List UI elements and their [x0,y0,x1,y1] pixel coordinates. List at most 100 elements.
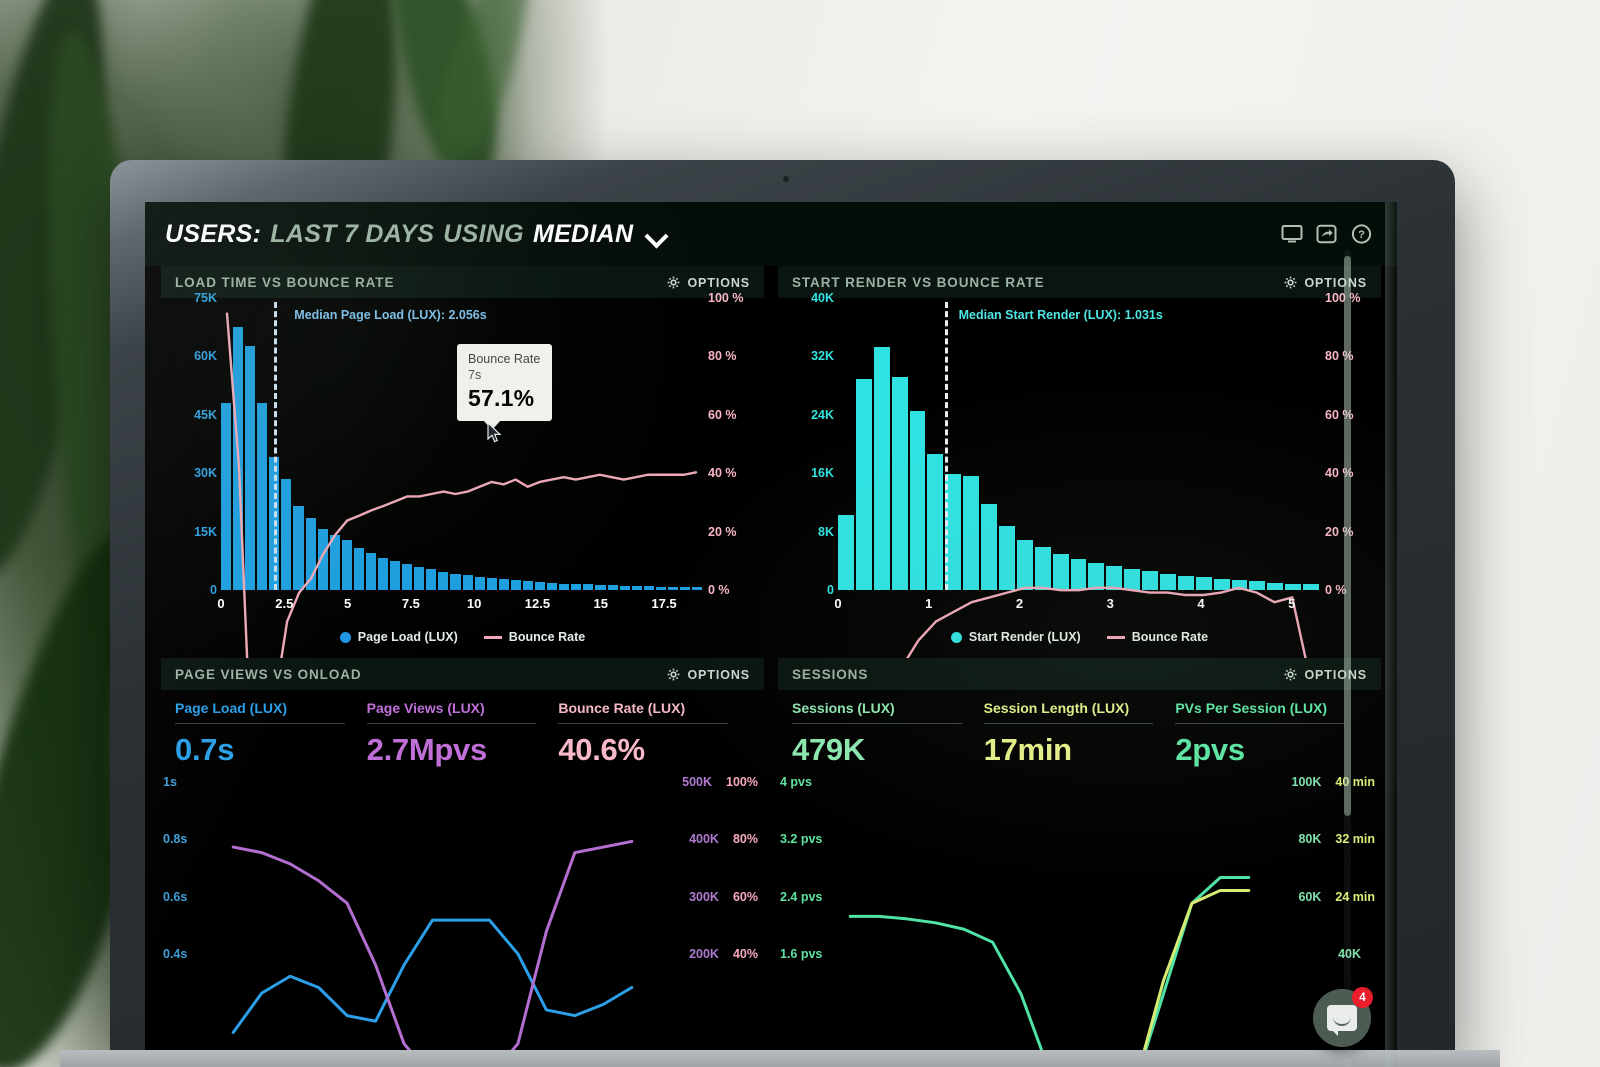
bar[interactable] [1249,581,1266,590]
bar[interactable] [378,557,389,590]
scrollbar[interactable] [1344,250,1351,1067]
bar[interactable] [999,525,1015,590]
title-prefix: USERS: [165,219,262,248]
bar[interactable] [927,454,944,590]
bar[interactable] [1303,584,1320,590]
bar[interactable] [293,506,304,590]
bar[interactable] [1124,568,1141,590]
legend-item[interactable]: Bounce Rate [1106,630,1208,644]
bar[interactable] [667,586,678,590]
share-icon[interactable] [1316,224,1338,244]
bar[interactable] [909,411,926,590]
options-button[interactable]: OPTIONS [1284,276,1367,290]
bar[interactable] [341,540,352,590]
bar[interactable] [619,585,630,590]
bar[interactable] [595,585,606,590]
bar[interactable] [855,379,872,590]
bar[interactable] [1267,582,1284,590]
bar[interactable] [486,578,497,590]
bar[interactable] [1285,583,1302,590]
kpi-card[interactable]: Sessions (LUX) 479K [792,700,984,768]
line-series-group [836,774,1263,1067]
page-title[interactable]: USERS: LAST 7 DAYS USING MEDIAN [165,220,666,249]
legend-item[interactable]: Bounce Rate [483,630,586,644]
bar[interactable] [257,403,268,590]
bar[interactable] [414,567,425,590]
bar[interactable] [583,584,594,590]
bar[interactable] [963,475,980,590]
bar[interactable] [1195,577,1212,590]
bar[interactable] [945,474,962,590]
chart-area: 0 15K 30K 45K 60K 75K 0 % 20 % 40 % 60 % 80 % 100 … [161,291,764,628]
bar[interactable] [522,581,534,590]
bar[interactable] [1213,578,1230,590]
kpi-card[interactable]: Session Length (LUX) 17min [983,700,1176,768]
bar[interactable] [462,575,473,590]
chevron-down-icon[interactable] [646,225,666,245]
kpi-value: 2.7Mpvs [366,732,488,767]
bar[interactable] [981,504,998,590]
bar[interactable] [365,552,377,590]
bar[interactable] [305,517,316,590]
bar[interactable] [547,582,558,590]
bar[interactable] [1106,566,1123,590]
bar[interactable] [535,582,546,590]
bar[interactable] [474,576,485,590]
bar[interactable] [1052,554,1069,590]
bar[interactable] [1070,559,1087,590]
bar[interactable] [498,579,509,590]
bar[interactable] [510,580,521,590]
bar[interactable] [838,514,854,590]
bar[interactable] [438,571,449,590]
bar[interactable] [281,479,292,590]
kpi-card[interactable]: Page Views (LUX) 2.7Mpvs [366,700,559,768]
bar[interactable] [1016,539,1033,590]
kpi-card[interactable]: Page Load (LUX) 0.7s [175,700,367,768]
kpi-card[interactable]: Bounce Rate (LUX) 40.6% [558,700,750,768]
legend-label: Bounce Rate [508,630,586,644]
plot-region [219,774,646,994]
bar[interactable] [1142,571,1159,590]
bar[interactable] [450,573,461,590]
bar[interactable] [873,346,890,590]
bar[interactable] [317,529,328,590]
bar[interactable] [891,376,908,590]
scrollbar-thumb[interactable] [1344,256,1351,816]
axis-tick-label: 15 [593,596,608,611]
legend-item[interactable]: Page Load (LUX) [339,630,458,644]
bar[interactable] [655,586,666,590]
options-button[interactable]: OPTIONS [1284,668,1367,682]
monitor-icon[interactable] [1281,224,1303,244]
kpi-card[interactable]: PVs Per Session (LUX) 2pvs [1175,700,1367,768]
bar[interactable] [643,586,654,590]
bar[interactable] [221,403,232,590]
bar[interactable] [1034,547,1051,590]
bar[interactable] [1177,575,1194,590]
bar[interactable] [426,569,437,590]
legend-label: Page Load (LUX) [357,630,458,644]
bar[interactable] [245,345,256,590]
bar[interactable] [559,583,570,590]
bar[interactable] [1231,580,1248,590]
bar[interactable] [329,534,340,590]
chat-widget-button[interactable]: 4 [1313,987,1373,1047]
options-button[interactable]: OPTIONS [667,276,750,290]
tooltip-subtitle: 7s [468,367,482,382]
bar[interactable] [631,586,642,590]
bar[interactable] [1160,573,1176,590]
bar[interactable] [571,583,582,590]
bar[interactable] [353,548,364,590]
bar[interactable] [692,586,703,590]
bar[interactable] [390,561,401,590]
bar[interactable] [402,564,413,590]
help-icon[interactable]: ? [1351,224,1373,244]
title-metric: MEDIAN [532,219,634,248]
options-button[interactable]: OPTIONS [667,668,750,682]
bar[interactable] [1088,562,1105,590]
bar[interactable] [607,585,618,590]
bar[interactable] [679,586,691,590]
legend-item[interactable]: Start Render (LUX) [950,630,1081,644]
axis-tick-label: 300K [689,889,719,904]
series-line [233,920,632,1032]
axis-tick-label: 80% [732,832,758,847]
